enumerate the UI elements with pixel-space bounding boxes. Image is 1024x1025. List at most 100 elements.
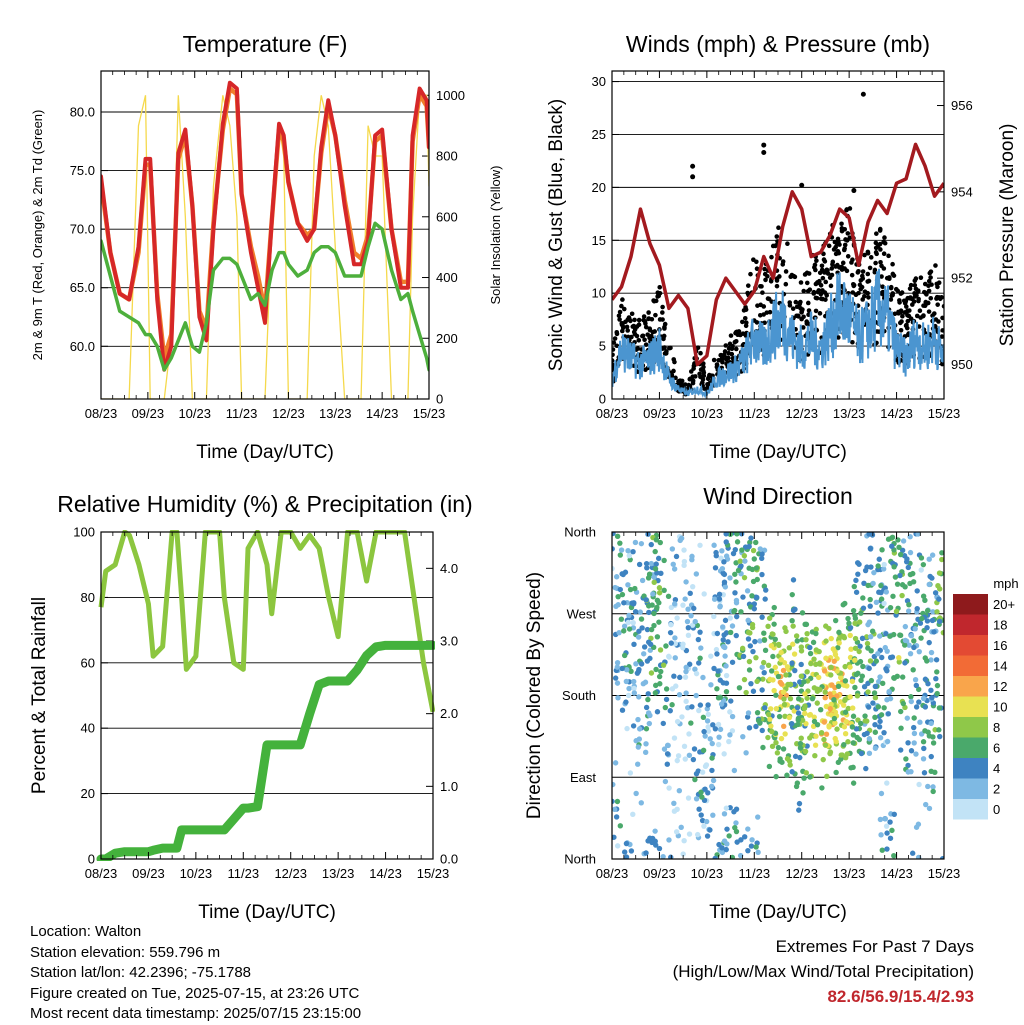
gust-point <box>860 273 865 279</box>
colorbar-title: mph <box>993 576 1018 591</box>
direction-point <box>841 682 847 688</box>
direction-point <box>674 757 680 764</box>
direction-point <box>755 814 761 820</box>
direction-point <box>705 711 712 718</box>
direction-point <box>745 636 752 642</box>
direction-point <box>772 664 779 671</box>
direction-point <box>860 605 867 611</box>
gust-point <box>907 308 912 313</box>
direction-point <box>867 658 874 664</box>
direction-point <box>675 753 682 759</box>
direction-point <box>645 639 652 645</box>
temperature-plot-area <box>101 80 429 399</box>
direction-point <box>926 581 932 588</box>
gust-point <box>928 269 934 274</box>
direction-point <box>812 742 819 748</box>
direction-point <box>832 735 838 742</box>
direction-point <box>886 688 892 695</box>
gust-point <box>804 270 810 276</box>
direction-point <box>910 850 916 856</box>
precip-y-tick-label: 2.0 <box>440 706 458 721</box>
direction-point <box>630 723 637 729</box>
gust-point <box>642 337 647 343</box>
gust-point <box>723 343 729 348</box>
direction-point <box>643 726 650 732</box>
direction-point <box>790 577 797 583</box>
direction-point <box>789 660 795 666</box>
gust-point <box>729 351 735 357</box>
x-tick-label: 09/23 <box>132 866 165 881</box>
pressure-series-line <box>612 142 944 367</box>
gust-point <box>918 275 924 280</box>
direction-point <box>869 628 876 634</box>
gust-point <box>641 314 647 319</box>
direction-point <box>731 809 737 815</box>
gust-point <box>905 318 911 324</box>
direction-point <box>926 805 933 812</box>
colorbar-swatch <box>953 635 988 656</box>
direction-point <box>920 593 927 599</box>
direction-point <box>626 612 632 619</box>
extremes-title: Extremes For Past 7 Days <box>775 937 974 956</box>
direction-point <box>792 753 799 760</box>
direction-point <box>904 556 910 562</box>
direction-point <box>878 832 884 838</box>
direction-point <box>654 604 660 611</box>
gust-point <box>690 380 696 386</box>
direction-point <box>733 820 739 826</box>
gust-point <box>818 291 824 297</box>
gust-point <box>805 300 811 306</box>
gust-point <box>663 351 669 356</box>
x-tick-label: 13/23 <box>833 866 866 881</box>
wind-y-tick-label: 0 <box>599 392 606 407</box>
direction-point <box>612 798 615 805</box>
direction-point <box>708 653 714 659</box>
gust-point <box>760 290 765 295</box>
direction-point <box>765 662 772 668</box>
direction-point <box>674 806 680 812</box>
direction-point <box>850 732 857 738</box>
direction-point <box>848 765 854 771</box>
direction-point <box>635 761 641 767</box>
gust-point <box>662 324 667 330</box>
direction-point <box>934 669 940 675</box>
direction-point <box>759 555 765 562</box>
direction-point <box>917 719 923 725</box>
direction-point <box>701 823 707 829</box>
precip-y-tick-label: 1.0 <box>440 779 458 794</box>
gust-point <box>880 284 885 289</box>
direction-plot-area <box>612 532 944 859</box>
direction-point <box>630 548 636 555</box>
direction-point <box>867 634 874 640</box>
direction-point <box>840 602 846 608</box>
direction-point <box>653 842 659 848</box>
direction-point <box>687 590 693 597</box>
gust-point <box>907 286 913 291</box>
direction-point <box>665 593 672 600</box>
direction-point <box>709 755 715 761</box>
direction-point <box>845 739 851 745</box>
direction-point <box>798 644 805 650</box>
direction-point <box>739 645 746 652</box>
direction-point <box>648 541 654 548</box>
pressure-y-tick-label: 956 <box>951 98 973 113</box>
direction-point <box>836 629 842 636</box>
direction-point <box>612 806 618 813</box>
direction-point <box>674 718 681 725</box>
direction-point <box>627 770 634 776</box>
x-tick-label: 12/23 <box>785 866 818 881</box>
direction-point <box>741 553 748 559</box>
direction-point <box>807 774 813 780</box>
direction-point <box>876 724 883 730</box>
direction-point <box>884 648 890 654</box>
direction-point <box>745 629 752 636</box>
direction-point <box>621 600 627 606</box>
direction-point <box>653 666 659 673</box>
direction-point <box>852 620 858 626</box>
direction-point <box>794 780 801 786</box>
created-text: Figure created on Tue, 2025-07-15, at 23… <box>30 984 360 1002</box>
gust-outlier-point <box>761 142 767 148</box>
direction-point <box>902 637 909 644</box>
direction-point <box>696 660 702 666</box>
direction-point <box>745 710 752 716</box>
